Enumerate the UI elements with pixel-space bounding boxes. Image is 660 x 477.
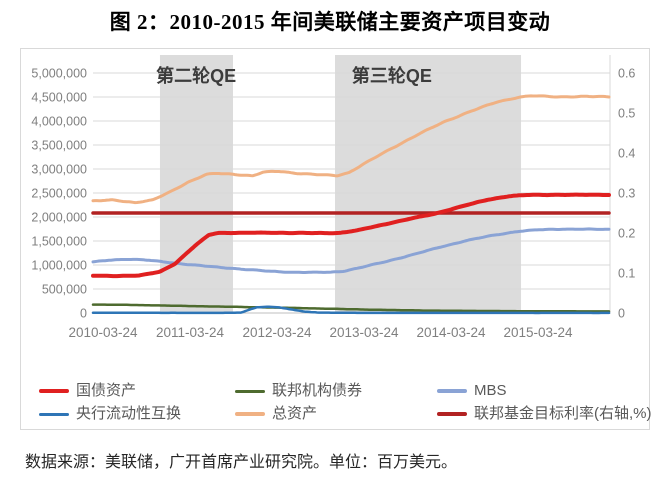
qe-band-2 (335, 55, 522, 314)
right-axis-tick-label: 0.2 (618, 227, 635, 241)
legend-label: 总资产 (272, 405, 318, 422)
source-note: 数据来源：美联储，广开首席产业研究院。单位：百万美元。 (25, 454, 458, 471)
chart-legend: 国债资产 联邦机构债券 MBS 央行流动性互换 总资产 联邦基金目标利率(右轴,%) (21, 49, 652, 429)
left-axis-tick-label: 1,500,000 (31, 235, 87, 249)
legend-swatch (235, 389, 265, 393)
legend-item: 央行流动性互换 (39, 405, 181, 423)
legend-item: 联邦基金目标利率(右轴,%) (437, 405, 652, 423)
x-axis-tick-label: 2014-03-24 (416, 325, 486, 340)
right-axis-tick-label: 0.4 (618, 147, 635, 161)
x-axis-tick-label: 2012-03-24 (242, 325, 312, 340)
series-line-4 (91, 94, 611, 205)
legend-label: MBS (474, 382, 507, 399)
legend-label: 央行流动性互换 (76, 405, 182, 422)
right-axis-tick-label: 0.3 (618, 187, 635, 201)
legend-swatch (235, 412, 265, 416)
left-axis-tick-label: 2,500,000 (31, 187, 87, 201)
qe-annotation-label-1: 第二轮QE (156, 65, 236, 86)
chart-area: 0 500,000 1,000,000 1,500,000 2,000,000 2,500… (20, 48, 652, 430)
series-line-1 (91, 303, 611, 313)
legend-swatch (39, 388, 69, 394)
legend-swatch (437, 389, 467, 393)
legend-swatch (437, 412, 467, 416)
x-axis-tick-label: 2015-03-24 (503, 325, 573, 340)
legend-item: MBS (437, 382, 507, 400)
series-line-0 (91, 192, 611, 279)
legend-label: 联邦基金目标利率(右轴,%) (474, 405, 652, 422)
right-axis-tick-label: 0 (618, 307, 625, 321)
left-axis-tick-label: 3,000,000 (31, 163, 87, 177)
legend-label: 联邦机构债券 (272, 382, 363, 399)
x-axis-tick-label: 2011-03-24 (156, 325, 225, 340)
chart-plot: 0 500,000 1,000,000 1,500,000 2,000,000 2,500… (31, 55, 635, 340)
left-axis-tick-label: 4,000,000 (31, 115, 87, 129)
legend-item: 国债资产 (39, 382, 136, 400)
x-axis-tick-label: 2010-03-24 (68, 325, 138, 340)
left-axis-tick-label: 2,000,000 (31, 211, 87, 225)
right-axis-tick-label: 0.5 (618, 107, 635, 121)
left-axis-tick-label: 500,000 (42, 283, 87, 297)
right-axis-tick-label: 0.6 (618, 67, 635, 81)
series-line-3 (91, 305, 611, 315)
right-axis-tick-label: 0.1 (618, 267, 635, 281)
legend-item: 联邦机构债券 (235, 382, 362, 400)
series-line-2 (91, 227, 611, 274)
left-axis-tick-label: 5,000,000 (31, 67, 87, 81)
qe-band-1 (159, 55, 233, 314)
legend-swatch (39, 412, 69, 416)
legend-label: 国债资产 (76, 382, 137, 399)
left-axis-tick-label: 1,000,000 (31, 259, 87, 273)
legend-item: 总资产 (235, 405, 317, 423)
qe-annotation-label-2: 第三轮QE (352, 65, 432, 86)
left-axis-tick-label: 3,500,000 (31, 139, 87, 153)
x-axis-tick-label: 2013-03-24 (329, 325, 399, 340)
chart-title: 图 2：2010-2015 年间美联储主要资产项目变动 (109, 10, 551, 34)
left-axis-tick-label: 4,500,000 (31, 91, 87, 105)
left-axis-tick-label: 0 (80, 307, 87, 321)
